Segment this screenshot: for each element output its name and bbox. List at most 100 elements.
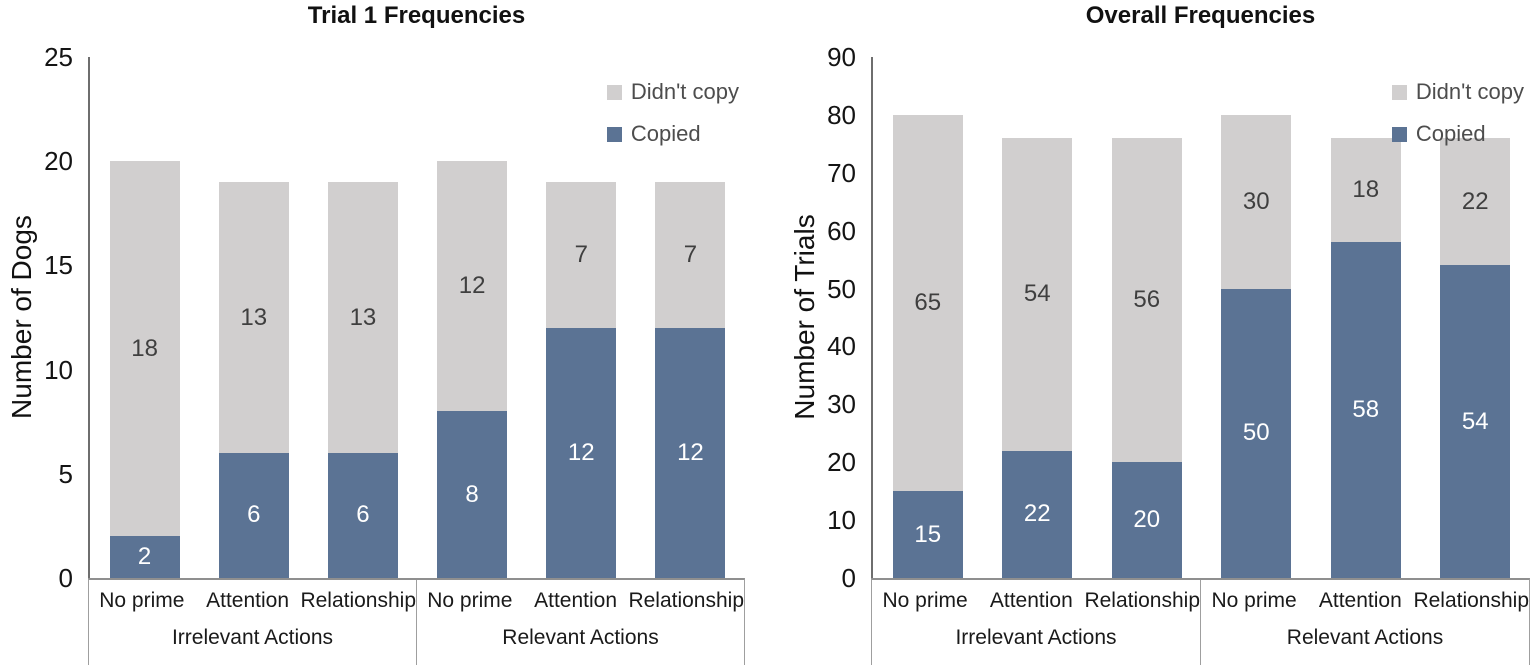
chart-trial-1-frequencies: Trial 1 Frequencies Number of Dogs 0 5 10 1… [0, 0, 767, 665]
x-axis-group: No prime Attention Relationship Relevant Ac… [416, 580, 744, 665]
data-label: 22 [1461, 187, 1489, 215]
bar-slot: 18 2 [90, 57, 199, 578]
legend-swatch-icon [606, 126, 622, 142]
bar-segment-copied: 6 [327, 452, 398, 578]
data-label: 15 [914, 520, 942, 548]
bar-slot: 13 6 [199, 57, 308, 578]
bar-slot: 12 8 [418, 57, 527, 578]
legend-item: Copied [1391, 121, 1486, 147]
x-axis-category-label: Relationship [1413, 589, 1530, 612]
x-axis-category-row: No prime Attention Relationship [1201, 589, 1530, 613]
bar-segment-copied: 58 [1330, 242, 1401, 578]
bar-segment-didn-t-copy: 30 [1221, 114, 1292, 289]
data-label: 6 [356, 501, 370, 529]
y-axis-tick-label: 20 [827, 447, 856, 478]
bar-segment-copied: 6 [218, 452, 289, 578]
y-axis-tick-label: 70 [827, 157, 856, 188]
x-axis-groups: No prime Attention Relationship Irrelevant … [89, 580, 744, 665]
data-label: 7 [574, 240, 588, 268]
bar-segment-copied: 15 [892, 491, 963, 578]
y-axis-tick-label: 15 [44, 250, 73, 281]
data-label: 6 [247, 501, 261, 529]
bar-segment-didn-t-copy: 13 [218, 182, 289, 453]
legend-swatch-icon [1391, 126, 1407, 142]
bar-segment-didn-t-copy: 56 [1111, 138, 1182, 463]
y-axis-tick-label: 0 [58, 563, 73, 593]
legend-swatch-icon [1391, 84, 1407, 100]
x-axis-category-label: Attention [1318, 589, 1402, 612]
y-axis-tick-label: 90 [827, 42, 856, 72]
bar-segment-didn-t-copy: 7 [546, 182, 617, 328]
data-label: 56 [1133, 286, 1161, 314]
y-axis-tick-labels: 0 5 10 15 20 25 [0, 44, 73, 591]
data-label: 54 [1461, 407, 1489, 435]
data-label: 18 [131, 334, 158, 362]
data-label: 7 [683, 240, 698, 268]
x-axis-group-label: Relevant Actions [502, 626, 659, 649]
data-label: 12 [677, 438, 704, 466]
data-label: 8 [465, 480, 479, 508]
bar-slot: 65 15 [873, 57, 983, 578]
bar-slot: 22 54 [1421, 57, 1531, 578]
stacked-bar: 56 20 [1111, 57, 1182, 578]
x-axis-category-label: Attention [206, 589, 290, 612]
x-axis-category-row: No prime Attention Relationship [872, 589, 1201, 613]
bar-segment-copied: 12 [655, 327, 726, 578]
legend-label: Copied [630, 121, 701, 146]
legend-label: Didn't copy [630, 79, 739, 104]
x-axis-category-area: No prime Attention Relationship Irrelevant … [88, 578, 745, 665]
y-axis-tick-label: 80 [827, 99, 856, 130]
stacked-bar: 13 6 [327, 57, 398, 578]
legend-item: Copied [606, 121, 701, 147]
x-axis-category-row: No prime Attention Relationship [417, 589, 744, 613]
bar-segment-copied: 50 [1221, 288, 1292, 578]
legend: Didn't copy Copied [1391, 79, 1524, 147]
bar-segment-copied: 12 [546, 327, 617, 578]
legend-swatch-icon [606, 84, 622, 100]
bar-slot: 30 50 [1202, 57, 1312, 578]
stacked-bar: 13 6 [218, 57, 289, 578]
x-axis-category-label: Attention [989, 589, 1073, 612]
legend-item: Didn't copy [606, 79, 739, 105]
x-axis-group-label: Irrelevant Actions [171, 626, 334, 649]
x-axis-group: No prime Attention Relationship Irrelevant … [872, 580, 1201, 665]
bar-segment-copied: 54 [1440, 265, 1511, 578]
x-axis-category-area: No prime Attention Relationship Irrelevant … [871, 578, 1530, 665]
stacked-bar: 18 58 [1330, 57, 1401, 578]
y-axis-tick-label: 5 [58, 458, 73, 489]
chart-title: Overall Frequencies [1085, 2, 1316, 29]
chart-title: Trial 1 Frequencies [307, 2, 526, 29]
y-axis-tick-labels: 0 10 20 30 40 50 60 70 80 90 [767, 44, 856, 591]
plot-area: 65 15 54 22 56 20 30 50 18 58 22 54 Didn't copy Copi… [871, 57, 1530, 578]
data-label: 50 [1242, 419, 1270, 447]
x-axis-group-label: Relevant Actions [1286, 626, 1444, 649]
x-axis-category-label: Relationship [628, 589, 745, 612]
bar-slot: 18 58 [1311, 57, 1421, 578]
data-label: 12 [567, 438, 595, 466]
bar-slot: 56 20 [1092, 57, 1202, 578]
y-axis-tick-label: 10 [44, 354, 73, 385]
x-axis-group: No prime Attention Relationship Relevant Ac… [1200, 580, 1529, 665]
data-label: 30 [1242, 187, 1270, 215]
x-axis-group: No prime Attention Relationship Irrelevant … [89, 580, 416, 665]
stacked-bar: 12 8 [437, 57, 508, 578]
x-axis-category-row: No prime Attention Relationship [89, 589, 416, 613]
x-axis-category-label: Relationship [1084, 589, 1201, 612]
data-label: 13 [349, 303, 377, 331]
bar-slot: 13 6 [308, 57, 417, 578]
bar-slot: 54 22 [983, 57, 1093, 578]
bar-segment-didn-t-copy: 22 [1440, 138, 1511, 266]
data-label: 13 [240, 303, 268, 331]
bar-slot: 7 12 [527, 57, 636, 578]
y-axis-tick-label: 50 [827, 273, 856, 304]
bar-slot: 7 12 [636, 57, 745, 578]
stacked-bar: 22 54 [1440, 57, 1511, 578]
bar-segment-didn-t-copy: 65 [892, 114, 963, 492]
y-axis-tick-label: 10 [827, 505, 856, 536]
bar-segment-copied: 8 [437, 411, 508, 578]
bars-container: 65 15 54 22 56 20 30 50 18 58 22 54 [873, 57, 1530, 578]
bar-segment-copied: 2 [109, 536, 180, 578]
stacked-bar: 54 22 [1002, 57, 1073, 578]
bar-segment-copied: 22 [1002, 450, 1073, 578]
